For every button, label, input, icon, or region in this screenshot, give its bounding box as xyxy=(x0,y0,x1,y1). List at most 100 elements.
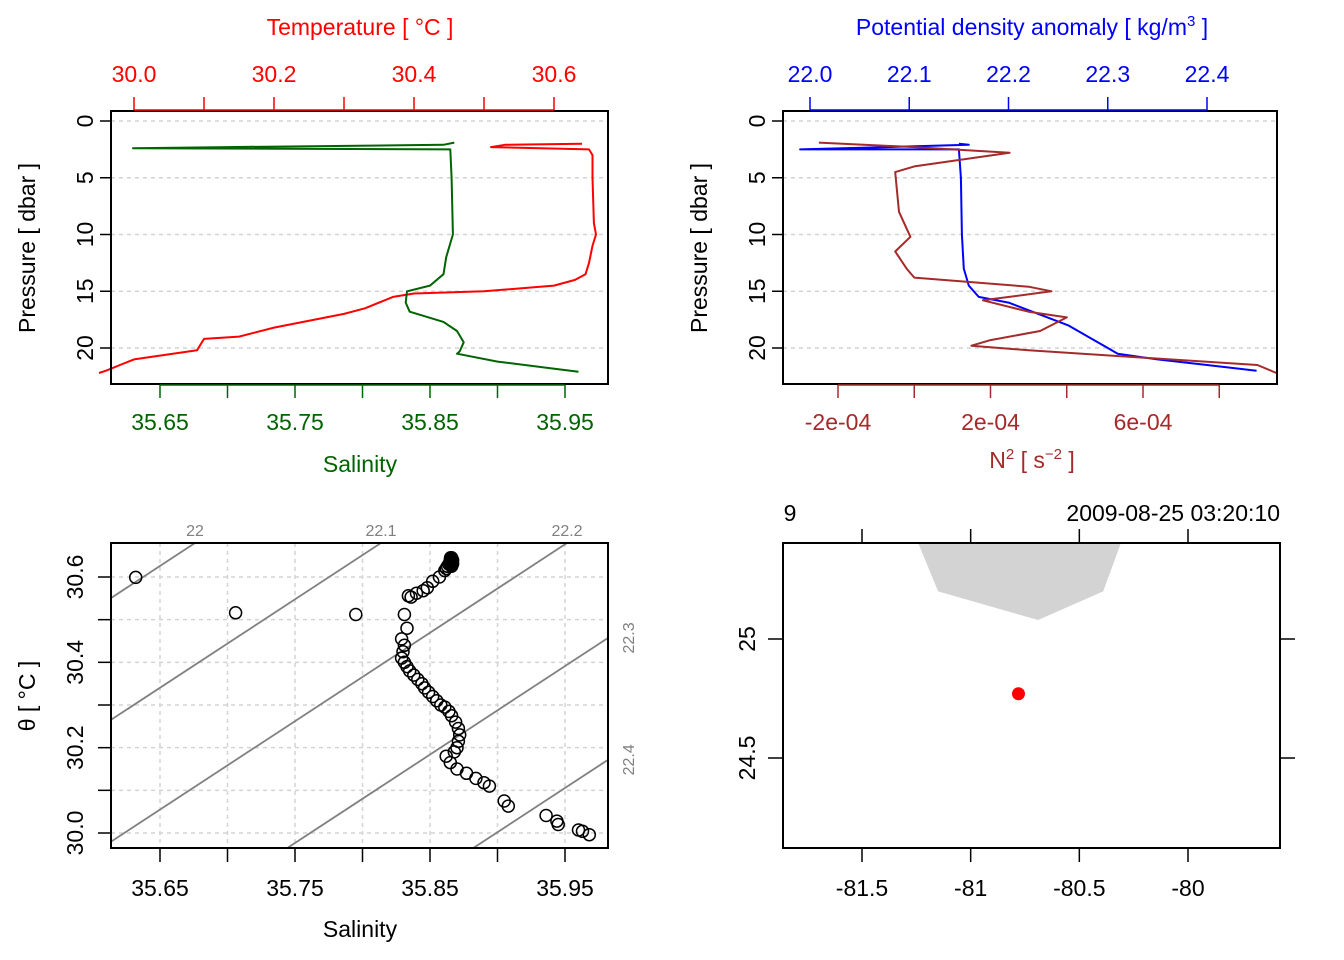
x-tick-label: 30.6 xyxy=(532,61,577,87)
pressure-axis: 0 5 10 15 20 xyxy=(744,115,783,361)
data-point xyxy=(349,607,363,622)
x-tick-label: -81 xyxy=(954,875,987,901)
data-point xyxy=(394,632,409,646)
y-tick-label: 15 xyxy=(744,278,770,304)
data-point xyxy=(425,689,440,704)
isopycnal-label: 22.3 xyxy=(621,622,638,653)
y-tick-label: 30.6 xyxy=(62,555,88,600)
x-tick-label: 22.3 xyxy=(1085,61,1130,87)
plot-frame xyxy=(110,542,609,849)
isopycnal-line xyxy=(325,19,1344,960)
y-tick-label: 5 xyxy=(744,171,770,184)
plot-frame xyxy=(110,110,609,385)
latitude-axis: 24.5 25 xyxy=(734,626,1295,780)
data-point xyxy=(128,570,143,585)
y-tick-label: 20 xyxy=(72,335,98,361)
x-tick-label: 30.0 xyxy=(112,61,157,87)
panel-ts-diagram: 22 22.1 22.222.322.4 35.65 35.75 35.85 35.95 … xyxy=(14,19,1344,960)
data-point xyxy=(438,700,452,714)
density-line xyxy=(799,142,1257,372)
longitude-axis: -81.5 -81 -80.5 -80 xyxy=(836,529,1205,901)
data-point xyxy=(407,668,421,682)
x-tick-label: 22.2 xyxy=(986,61,1031,87)
panel-station-map: -81.5 -81 -80.5 -80 24.5 25 9 2009-08-25 03:… xyxy=(734,500,1295,901)
theta-axis: 30.0 30.2 30.4 30.6 xyxy=(62,555,111,856)
salinity-axis-title: Salinity xyxy=(323,916,398,942)
pressure-axis-title: Pressure [ dbar ] xyxy=(686,163,712,333)
density-axis-title: Potential density anomaly [ kg/m3 ] xyxy=(856,13,1208,40)
y-tick-label: 30.0 xyxy=(62,811,88,856)
x-tick-label: 35.65 xyxy=(131,409,189,435)
isopycnal-label: 22.1 xyxy=(365,523,396,540)
temperature-line xyxy=(98,142,597,374)
data-point xyxy=(397,607,412,622)
y-tick-label: 25 xyxy=(734,626,760,652)
panel-temperature-salinity: 0 5 10 15 20 30.0 30.2 30.4 30.6 35.65 35.75 35.8… xyxy=(14,14,609,477)
x-tick-label: 2e-04 xyxy=(961,409,1020,435)
x-tick-label: 22.1 xyxy=(887,61,932,87)
x-tick-label: 6e-04 xyxy=(1114,409,1173,435)
y-tick-label: 0 xyxy=(72,115,98,128)
y-tick-label: 0 xyxy=(744,115,770,128)
x-tick-label: 30.2 xyxy=(252,61,297,87)
data-point xyxy=(451,721,466,736)
data-point xyxy=(400,621,414,635)
data-point xyxy=(401,589,416,603)
isopycnal-line xyxy=(111,543,383,721)
salinity-axis: 35.65 35.75 35.85 35.95 xyxy=(131,849,594,901)
isopycnal-label: 22.4 xyxy=(621,744,638,775)
x-tick-label: 35.85 xyxy=(401,409,459,435)
data-point xyxy=(402,664,417,678)
plot-frame xyxy=(782,110,1278,385)
data-point xyxy=(501,799,516,813)
isopycnal-line xyxy=(285,636,608,848)
x-tick-label: 35.65 xyxy=(131,875,189,901)
data-point xyxy=(539,808,553,823)
x-tick-label: 35.95 xyxy=(536,409,594,435)
isopycnal-line xyxy=(111,543,569,843)
data-point xyxy=(575,824,590,839)
y-tick-label: 30.2 xyxy=(62,725,88,770)
x-tick-label: 35.75 xyxy=(266,409,324,435)
salinity-line xyxy=(132,141,579,373)
salinity-axis: 35.65 35.75 35.85 35.95 xyxy=(131,384,594,435)
data-point xyxy=(421,685,436,699)
n2-line xyxy=(818,141,1277,374)
y-tick-label: 20 xyxy=(744,335,770,361)
data-point xyxy=(397,638,412,653)
station-label: 9 xyxy=(784,500,797,526)
data-point xyxy=(411,672,425,687)
density-axis: 22.0 22.1 22.2 22.3 22.4 xyxy=(788,61,1230,111)
data-point xyxy=(482,779,497,793)
temperature-axis: 30.0 30.2 30.4 30.6 xyxy=(112,61,577,111)
data-point xyxy=(469,771,483,786)
x-tick-label: 35.95 xyxy=(536,875,594,901)
x-tick-label: 22.4 xyxy=(1185,61,1230,87)
pressure-axis-title: Pressure [ dbar ] xyxy=(14,163,40,333)
data-point xyxy=(551,817,565,832)
y-tick-label: 24.5 xyxy=(734,736,760,781)
data-point xyxy=(396,644,410,659)
data-point xyxy=(444,559,459,573)
isopycnal-label: 22.2 xyxy=(551,523,582,540)
x-tick-label: 22.0 xyxy=(788,61,833,87)
data-point xyxy=(448,715,463,729)
n2-axis: -2e-04 2e-04 6e-04 xyxy=(805,384,1220,435)
x-tick-label: -80.5 xyxy=(1053,875,1105,901)
data-point xyxy=(420,580,435,595)
isopycnal-line xyxy=(471,758,608,848)
map-frame xyxy=(782,542,1281,849)
data-point xyxy=(228,606,243,620)
y-tick-label: 10 xyxy=(72,222,98,248)
y-tick-label: 15 xyxy=(72,278,98,304)
data-point xyxy=(416,583,430,598)
data-point xyxy=(417,681,432,695)
x-tick-label: -81.5 xyxy=(836,875,888,901)
temperature-axis-title: Temperature [ °C ] xyxy=(267,14,454,40)
panel-density-n2: 0 5 10 15 20 22.0 22.1 22.2 22.3 22.4 -2e-04 2e-0… xyxy=(686,13,1278,473)
y-tick-label: 30.4 xyxy=(62,640,88,685)
x-tick-label: -80 xyxy=(1171,875,1204,901)
data-point xyxy=(432,570,447,584)
land-polygon xyxy=(918,543,1121,620)
